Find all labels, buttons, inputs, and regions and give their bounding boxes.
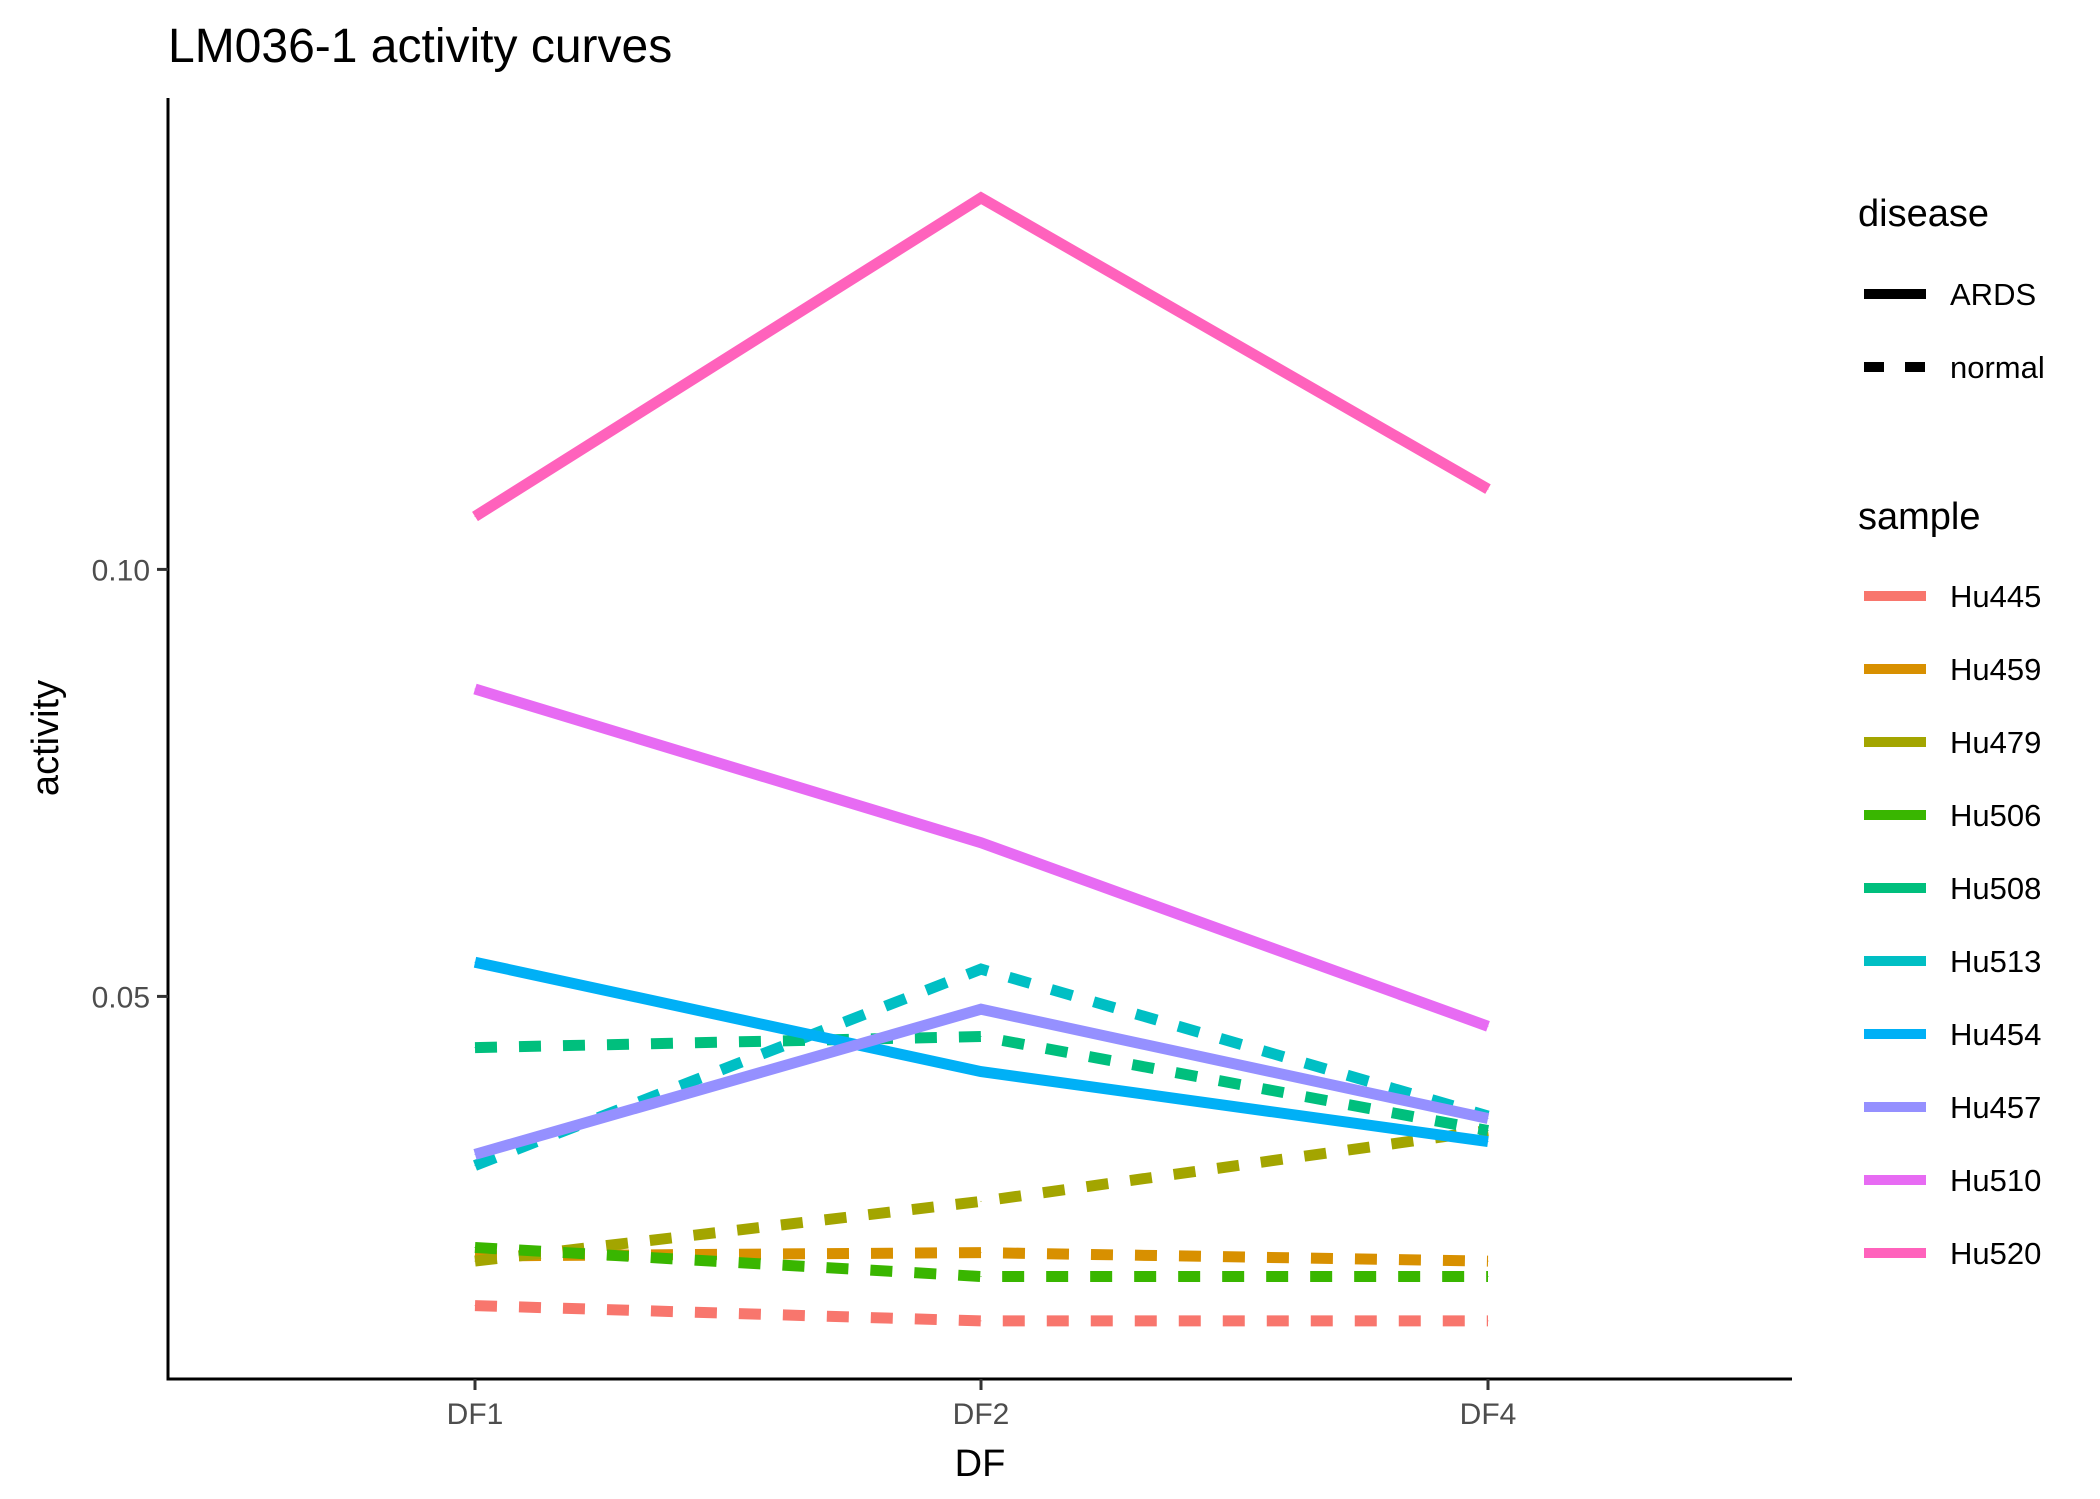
data-point-hu506-df4 (1487, 1276, 1489, 1277)
data-point-hu459-df2 (980, 1252, 982, 1254)
legend-label-hu506: Hu506 (1950, 798, 2041, 833)
legend-label-ards: ARDS (1950, 277, 2036, 312)
x-axis-title: DF (955, 1443, 1006, 1485)
data-point-hu506-df1 (474, 1247, 476, 1248)
series-line-hu506 (474, 1242, 1488, 1282)
legend-label-hu459: Hu459 (1950, 652, 2041, 687)
y-tick-label-0-05: 0.05 (92, 981, 150, 1014)
legend-title-disease: disease (1858, 193, 1989, 235)
data-point-hu459-df4 (1487, 1260, 1489, 1262)
data-point-hu457-df1 (474, 1153, 476, 1155)
data-point-hu513-df1 (474, 1165, 476, 1166)
legend-label-hu520: Hu520 (1950, 1236, 2041, 1271)
series-line-hu457 (473, 1003, 1490, 1160)
series-line-hu520 (472, 191, 1491, 522)
x-tick-label-df4: DF4 (1460, 1398, 1517, 1431)
axes: DF1 DF2 DF4 0.05 0.10 (92, 98, 1792, 1431)
legend-label-hu510: Hu510 (1950, 1163, 2041, 1198)
data-point-hu508-df1 (474, 1047, 476, 1049)
series-line-hu510 (473, 683, 1490, 1032)
data-point-hu520-df1 (474, 516, 476, 517)
legend: disease ARDS normal sample Hu445 Hu459 Hu479 Hu… (1858, 193, 2045, 1271)
x-tick-label-df1: DF1 (447, 1398, 504, 1431)
series-line-hu445 (474, 1300, 1488, 1327)
series-line-hu479 (474, 1125, 1489, 1267)
data-point-hu457-df2 (980, 1008, 982, 1010)
data-point-hu454-df4 (1487, 1141, 1489, 1143)
y-axis-title: activity (25, 680, 67, 796)
legend-label-hu454: Hu454 (1950, 1017, 2041, 1052)
data-point-hu506-df2 (980, 1276, 982, 1277)
data-point-hu479-df2 (980, 1200, 982, 1202)
plot-area (472, 191, 1491, 1327)
chart-title: LM036-1 activity curves (168, 20, 672, 73)
legend-label-hu457: Hu457 (1950, 1090, 2041, 1125)
legend-label-hu508: Hu508 (1950, 871, 2041, 906)
legend-label-normal: normal (1950, 350, 2045, 385)
data-point-hu445-df2 (980, 1320, 982, 1322)
data-point-hu520-df4 (1487, 488, 1489, 490)
data-point-hu510-df4 (1487, 1025, 1489, 1027)
data-point-hu445-df4 (1487, 1320, 1489, 1322)
legend-label-hu479: Hu479 (1950, 725, 2041, 760)
data-point-hu513-df2 (980, 968, 982, 970)
data-point-hu454-df1 (474, 961, 476, 963)
x-tick-label-df2: DF2 (953, 1398, 1010, 1431)
data-point-hu445-df1 (474, 1305, 476, 1307)
data-point-hu510-df2 (980, 842, 982, 844)
legend-label-hu513: Hu513 (1950, 944, 2041, 979)
series-line-hu508 (474, 1030, 1490, 1136)
data-point-hu510-df1 (474, 688, 476, 690)
data-point-hu520-df2 (980, 197, 982, 199)
y-tick-label-0-10: 0.10 (92, 554, 150, 587)
legend-label-hu445: Hu445 (1950, 579, 2041, 614)
series-line-hu459 (474, 1247, 1489, 1267)
data-point-hu457-df4 (1487, 1118, 1489, 1119)
data-point-hu454-df2 (980, 1071, 982, 1073)
data-point-hu479-df1 (474, 1260, 476, 1262)
legend-title-sample: sample (1858, 496, 1981, 538)
data-point-hu508-df4 (1487, 1130, 1489, 1131)
data-point-hu508-df2 (980, 1036, 982, 1037)
